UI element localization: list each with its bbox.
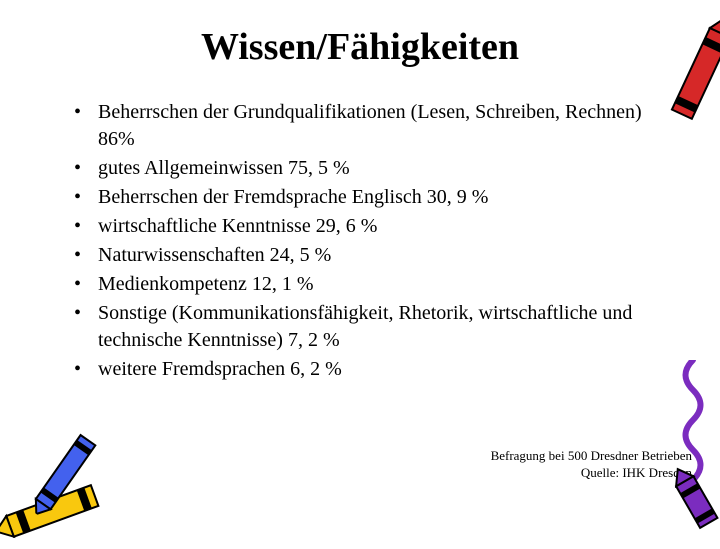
footnote: Befragung bei 500 Dresdner Betrieben Que…	[491, 448, 692, 482]
list-item: gutes Allgemeinwissen 75, 5 %	[70, 155, 670, 182]
footnote-line: Befragung bei 500 Dresdner Betrieben	[491, 448, 692, 465]
list-item: Beherrschen der Grundqualifikationen (Le…	[70, 99, 670, 153]
footnote-line: Quelle: IHK Dresden	[491, 465, 692, 482]
list-item: weitere Fremdsprachen 6, 2 %	[70, 356, 670, 383]
slide: Wissen/Fähigkeiten Beherrschen der Grund…	[0, 0, 720, 540]
bullet-list: Beherrschen der Grundqualifikationen (Le…	[50, 99, 670, 383]
crayon-icon	[665, 460, 720, 530]
list-item: Medienkompetenz 12, 1 %	[70, 271, 670, 298]
list-item: Naturwissenschaften 24, 5 %	[70, 242, 670, 269]
list-item: Sonstige (Kommunikationsfähigkeit, Rheto…	[70, 300, 670, 354]
list-item: wirtschaftliche Kenntnisse 29, 6 %	[70, 213, 670, 240]
list-item: Beherrschen der Fremdsprache Englisch 30…	[70, 184, 670, 211]
page-title: Wissen/Fähigkeiten	[50, 25, 670, 69]
crayon-icon	[645, 1, 720, 144]
